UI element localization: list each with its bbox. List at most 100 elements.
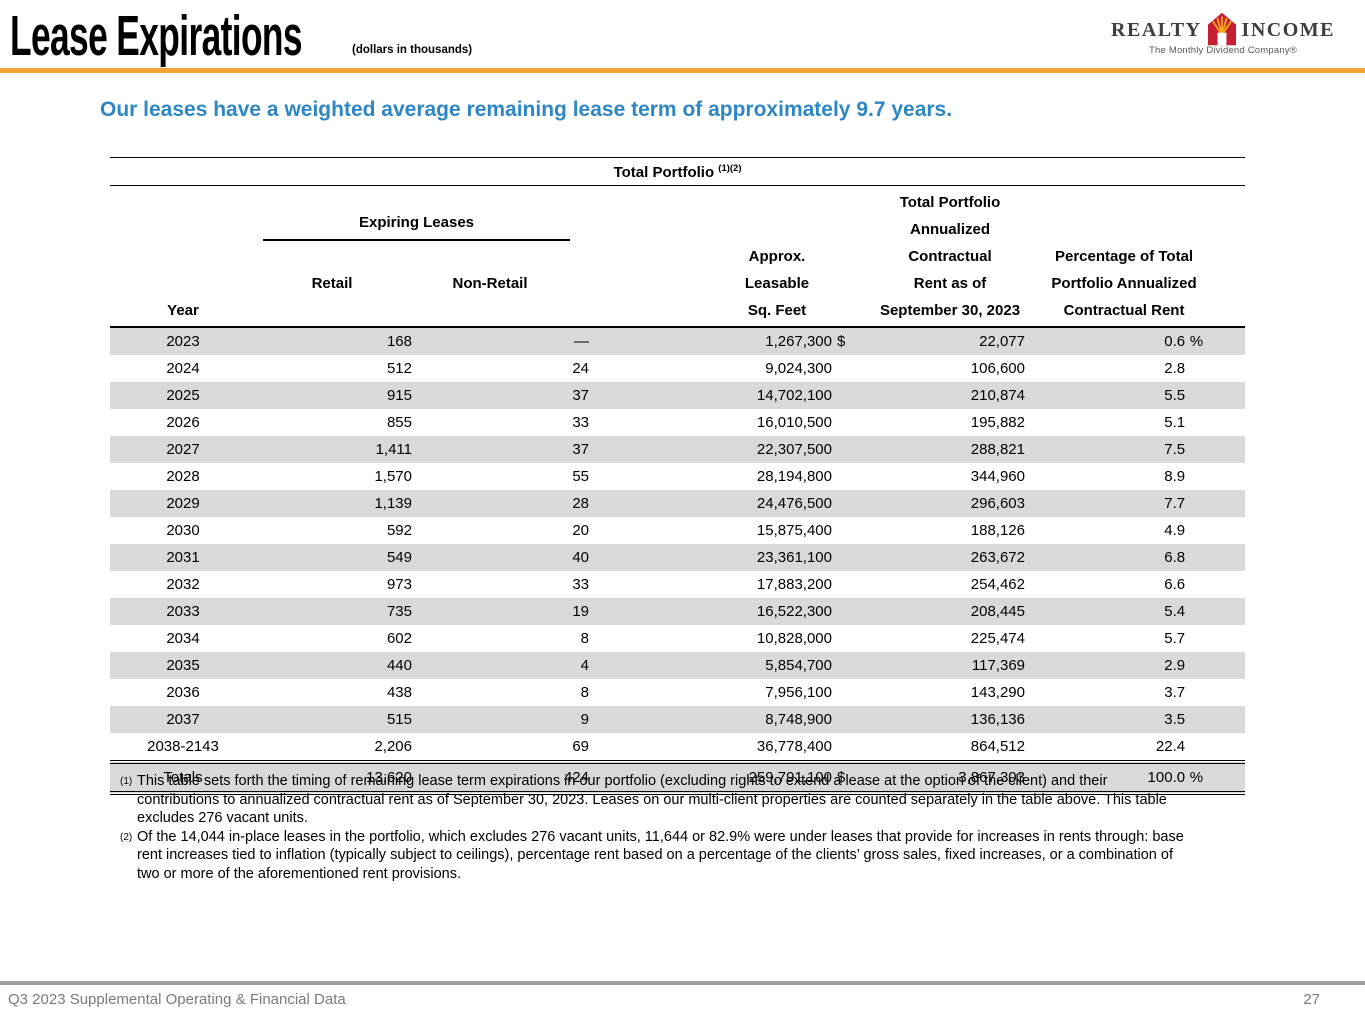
non-retail-cell: 28 xyxy=(572,495,589,512)
expiring-leases-subheaders: Retail Non-Retail xyxy=(275,270,589,297)
percentage-value: 2.9 xyxy=(1164,657,1186,674)
title-units-note: (dollars in thousands) xyxy=(352,44,473,56)
non-retail-cell: 424 xyxy=(412,760,589,795)
percentage-cell: 100.0% xyxy=(1025,760,1246,795)
rent-cell: 296,603 xyxy=(970,495,1025,512)
percentage-cell: 5.5 xyxy=(1025,382,1245,409)
year-cell: 2031 xyxy=(166,549,200,566)
year-cell: 2028 xyxy=(166,468,200,485)
percentage-value: 3.7 xyxy=(1164,684,1186,701)
column-header-expiring-leases: Expiring Leases xyxy=(263,213,570,241)
percentage-cell: 3.7 xyxy=(1025,679,1245,706)
retail-cell: 973 xyxy=(386,576,412,593)
year-cell: 2033 xyxy=(166,603,200,620)
sq-feet-cell: 7,956,100 xyxy=(765,684,832,701)
retail-cell: 855 xyxy=(386,414,412,431)
retail-cell: 915 xyxy=(386,387,412,404)
percentage-cell: 5.4 xyxy=(1025,598,1245,625)
logo-tagline: The Monthly Dividend Company® xyxy=(1149,45,1297,56)
sq-feet-cell: 10,828,000 xyxy=(756,630,832,647)
year-cell: 2035 xyxy=(166,657,200,674)
column-header-dollar-spacer xyxy=(832,185,860,328)
percentage-value: 3.5 xyxy=(1164,711,1186,728)
table-row: 2032 973 33 17,883,200 254,462 6.6 xyxy=(110,571,1245,598)
non-retail-cell: — xyxy=(574,333,589,350)
dollar-sign-cell xyxy=(832,571,860,598)
column-header-year: Year xyxy=(110,185,275,328)
retail-cell: 512 xyxy=(386,360,412,377)
percentage-value: 100.0 xyxy=(1147,769,1186,786)
group-header-total-portfolio: Total Portfolio (1)(2) xyxy=(110,157,1246,186)
percentage-cell: 5.1 xyxy=(1025,409,1245,436)
non-retail-cell: 37 xyxy=(572,441,589,458)
rent-cell: 188,126 xyxy=(970,522,1025,539)
non-retail-cell: 37 xyxy=(572,387,589,404)
non-retail-cell: 8 xyxy=(580,684,589,701)
rent-cell: 288,821 xyxy=(970,441,1025,458)
logo-wordmark: REALTY INCOME xyxy=(1111,12,1335,46)
percentage-cell: 8.9 xyxy=(1025,463,1245,490)
percentage-value: 8.9 xyxy=(1164,468,1186,485)
sq-feet-cell: 22,307,500 xyxy=(756,441,832,458)
year-cell: 2038-2143 xyxy=(147,738,219,755)
percent-sign: % xyxy=(1189,769,1204,786)
retail-cell: 515 xyxy=(386,711,412,728)
sq-feet-cell: 16,010,500 xyxy=(756,414,832,431)
dollar-sign-cell xyxy=(832,679,860,706)
percentage-cell: 0.6% xyxy=(1025,327,1245,355)
retail-cell: 1,570 xyxy=(374,468,412,485)
sq-feet-cell: 16,522,300 xyxy=(756,603,832,620)
sq-feet-cell: 14,702,100 xyxy=(756,387,832,404)
percentage-cell: 22.4 xyxy=(1025,733,1245,762)
dollar-sign-cell xyxy=(832,463,860,490)
dollar-sign-cell xyxy=(832,436,860,463)
sq-feet-cell: 259,791,100 xyxy=(589,760,832,795)
sq-feet-cell: 28,194,800 xyxy=(756,468,832,485)
dollar-sign-cell xyxy=(832,409,860,436)
year-cell: 2030 xyxy=(166,522,200,539)
non-retail-cell: 33 xyxy=(572,576,589,593)
percentage-value: 5.4 xyxy=(1164,603,1186,620)
sq-feet-cell: 15,875,400 xyxy=(756,522,832,539)
dollar-sign-cell: $ xyxy=(837,333,846,350)
footer-rule xyxy=(0,981,1365,985)
non-retail-cell: 40 xyxy=(572,549,589,566)
percentage-value: 4.9 xyxy=(1164,522,1186,539)
rent-cell: 117,369 xyxy=(971,657,1025,674)
percent-sign: % xyxy=(1189,333,1204,350)
year-cell: 2032 xyxy=(166,576,200,593)
year-cell: 2023 xyxy=(166,333,200,350)
retail-cell: 602 xyxy=(386,630,412,647)
column-header-expiring-leases-group: Expiring Leases Retail Non-Retail xyxy=(263,185,589,328)
page-title: Lease Expirations xyxy=(10,4,303,68)
realty-income-logo: REALTY INCOME The Monthly Dividend Compa… xyxy=(1111,12,1335,56)
table-row: 2035 440 4 5,854,700 117,369 2.9 xyxy=(110,652,1246,679)
percentage-cell: 6.8 xyxy=(1025,544,1245,571)
year-cell: 2029 xyxy=(166,495,200,512)
dollar-sign-cell xyxy=(832,652,860,679)
dollar-sign-cell xyxy=(832,490,860,517)
sq-feet-cell: 23,361,100 xyxy=(756,549,832,566)
year-cell: 2026 xyxy=(166,414,200,431)
year-cell: 2036 xyxy=(166,684,200,701)
column-header-leasable-sq-feet: Approx. Leasable Sq. Feet xyxy=(589,185,832,328)
percentage-value: 5.1 xyxy=(1164,414,1186,431)
sq-feet-cell: 5,854,700 xyxy=(765,657,832,674)
lease-expirations-table: Total Portfolio (1)(2) Year Expiring Lea… xyxy=(110,157,1246,795)
year-cell: 2027 xyxy=(166,441,200,458)
non-retail-cell: 55 xyxy=(572,468,589,485)
retail-cell: 735 xyxy=(386,603,412,620)
table-row: 2031 549 40 23,361,100 263,672 6.8 xyxy=(110,544,1246,571)
table-row: 2025 915 37 14,702,100 210,874 5.5 xyxy=(110,382,1246,409)
rent-cell: 195,882 xyxy=(970,414,1025,431)
column-header-retail: Retail xyxy=(311,275,353,292)
rent-cell: 208,445 xyxy=(970,603,1025,620)
percentage-value: 5.7 xyxy=(1164,630,1186,647)
non-retail-cell: 4 xyxy=(580,657,589,674)
percentage-cell: 7.7 xyxy=(1025,490,1245,517)
non-retail-cell: 69 xyxy=(572,738,589,755)
percentage-cell: 4.9 xyxy=(1025,517,1245,544)
dollar-sign-cell xyxy=(832,517,860,544)
footnote-2: (2) Of the 14,044 in-place leases in the… xyxy=(120,828,1242,884)
footnote-2-text: Of the 14,044 in-place leases in the por… xyxy=(137,828,1184,882)
